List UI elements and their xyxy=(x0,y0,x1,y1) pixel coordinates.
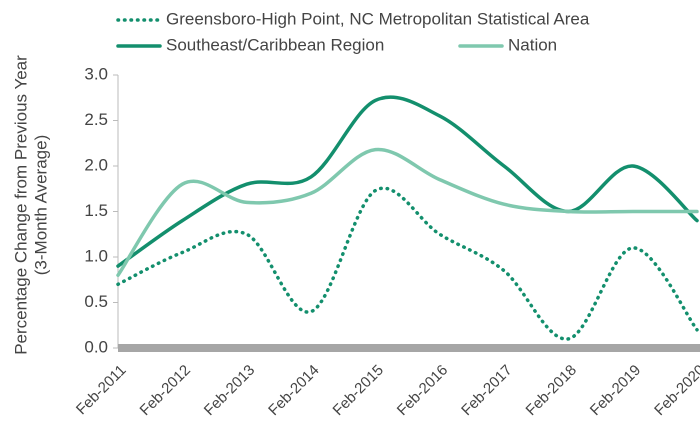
y-axis-title: Percentage Change from Previous Year (3-… xyxy=(11,55,50,355)
x-tick-label: Feb-2019 xyxy=(587,362,644,419)
x-tick-label: Feb-2013 xyxy=(201,362,258,419)
x-tick-label: Feb-2015 xyxy=(330,362,387,419)
y-axis-title-line: (3-Month Average) xyxy=(31,135,50,275)
legend-label: Greensboro-High Point, NC Metropolitan S… xyxy=(166,9,590,28)
legend-label: Nation xyxy=(508,35,557,54)
y-tick-label: 3.0 xyxy=(84,64,108,83)
y-tick-label: 0.5 xyxy=(84,292,108,311)
x-tick-label: Feb-2020 xyxy=(651,362,700,419)
baseline xyxy=(118,344,700,352)
y-tick-label: 1.0 xyxy=(84,246,108,265)
series-line xyxy=(116,186,699,341)
y-axis-title-line: Percentage Change from Previous Year xyxy=(11,55,30,355)
y-tick-label: 1.5 xyxy=(84,201,108,220)
x-tick-label: Feb-2011 xyxy=(73,362,130,419)
series-line xyxy=(116,95,699,268)
x-tick-label: Feb-2016 xyxy=(394,362,451,419)
y-tick-label: 2.5 xyxy=(84,110,108,129)
x-tick-label: Feb-2012 xyxy=(137,362,194,419)
series-line xyxy=(116,147,699,277)
x-tick-label: Feb-2018 xyxy=(523,362,580,419)
legend-label: Southeast/Caribbean Region xyxy=(166,35,384,54)
y-tick-label: 2.0 xyxy=(84,155,108,174)
y-tick-label: 0.0 xyxy=(84,337,108,356)
x-tick-label: Feb-2017 xyxy=(458,362,515,419)
x-tick-label: Feb-2014 xyxy=(265,362,322,419)
